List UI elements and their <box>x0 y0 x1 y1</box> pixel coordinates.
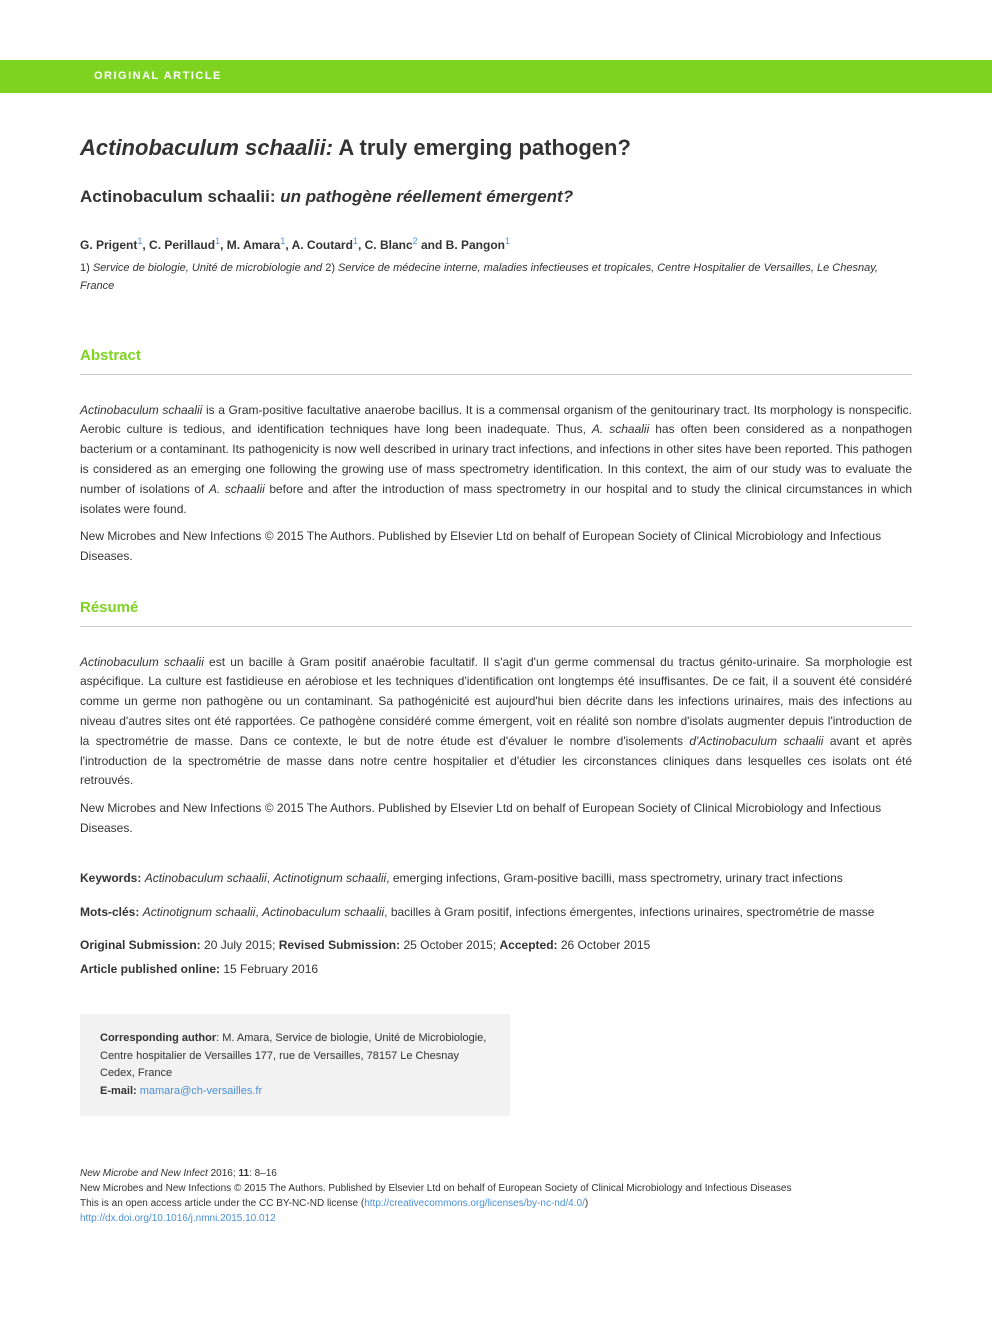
keywords-rest: , emerging infections, Gram-positive bac… <box>386 871 843 885</box>
corresponding-label: Corresponding author <box>100 1032 216 1044</box>
journal-name: New Microbe and New Infect <box>80 1168 208 1179</box>
rev-sub-label: Revised Submission: <box>279 938 404 952</box>
author: A. Coutard <box>292 238 353 252</box>
accepted-val: 26 October 2015 <box>561 938 650 952</box>
author: B. Pangon <box>446 238 505 252</box>
orig-sub-val: 20 July 2015; <box>204 938 279 952</box>
keywords-label: Keywords: <box>80 871 145 885</box>
author: G. Prigent <box>80 238 137 252</box>
author-list: G. Prigent1, C. Perillaud1, M. Amara1, A… <box>80 235 912 254</box>
orig-sub-label: Original Submission: <box>80 938 204 952</box>
affiliation-ref: 1 <box>215 236 220 246</box>
author: C. Perillaud <box>149 238 215 252</box>
affiliation-ref: 1 <box>505 236 510 246</box>
abstract-copyright: New Microbes and New Infections © 2015 T… <box>80 527 912 567</box>
published-online: Article published online: 15 February 20… <box>80 960 912 980</box>
motcle-species: Actinotignum schaalii <box>143 905 256 919</box>
accepted-label: Accepted: <box>500 938 561 952</box>
keyword-species: Actinobaculum schaalii <box>145 871 267 885</box>
author: M. Amara <box>227 238 281 252</box>
affil-num: 2) <box>325 262 338 274</box>
motscles-rest: , bacilles à Gram positif, infections ém… <box>384 905 874 919</box>
footer-volume: 11 <box>238 1168 249 1179</box>
motscles-label: Mots-clés: <box>80 905 143 919</box>
email-label: E-mail: <box>100 1085 140 1097</box>
footer-license-post: ) <box>585 1198 588 1209</box>
resume-heading: Résumé <box>80 597 912 627</box>
keywords-line: Keywords: Actinobaculum schaalii, Actino… <box>80 869 912 889</box>
pub-label: Article published online: <box>80 962 223 976</box>
species-name: A. schaalii <box>209 482 265 496</box>
footer-year: 2016; <box>208 1168 239 1179</box>
corresponding-email[interactable]: mamara@ch-versailles.fr <box>140 1085 262 1097</box>
rev-sub-val: 25 October 2015; <box>403 938 499 952</box>
author: C. Blanc <box>365 238 413 252</box>
submission-dates: Original Submission: 20 July 2015; Revis… <box>80 936 912 956</box>
abstract-heading: Abstract <box>80 345 912 375</box>
doi-link[interactable]: http://dx.doi.org/10.1016/j.nmni.2015.10… <box>80 1213 276 1224</box>
page-footer: New Microbe and New Infect 2016; 11: 8–1… <box>80 1166 912 1226</box>
article-subtitle: Actinobaculum schaalii: un pathogène rée… <box>80 184 912 210</box>
affiliations: 1) Service de biologie, Unité de microbi… <box>80 260 912 295</box>
article-type-banner: ORIGINAL ARTICLE <box>0 60 992 93</box>
affiliation-ref: 1 <box>353 236 358 246</box>
title-species: Actinobaculum schaalii: <box>80 135 333 160</box>
footer-license-pre: This is an open access article under the… <box>80 1198 364 1209</box>
affil-text: Service de biologie, Unité de microbiolo… <box>93 262 325 274</box>
keyword-species: Actinotignum schaalii <box>273 871 386 885</box>
species-name: Actinobaculum schaalii <box>80 655 204 669</box>
motscles-line: Mots-clés: Actinotignum schaalii, Actino… <box>80 903 912 923</box>
license-link[interactable]: http://creativecommons.org/licenses/by-n… <box>364 1198 585 1209</box>
footer-pages: : 8–16 <box>249 1168 277 1179</box>
subtitle-french: un pathogène réellement émergent? <box>276 187 574 206</box>
article-title: Actinobaculum schaalii: A truly emerging… <box>80 131 912 164</box>
subtitle-species: Actinobaculum schaalii: <box>80 187 276 206</box>
footer-copyright: New Microbes and New Infections © 2015 T… <box>80 1183 791 1194</box>
resume-body: Actinobaculum schaalii est un bacille à … <box>80 653 912 792</box>
species-name: d'Actinobaculum schaalii <box>689 734 823 748</box>
species-name: A. schaalii <box>592 422 649 436</box>
pub-val: 15 February 2016 <box>223 962 318 976</box>
affiliation-ref: 2 <box>413 236 418 246</box>
abstract-body: Actinobaculum schaalii is a Gram-positiv… <box>80 401 912 520</box>
affil-num: 1) <box>80 262 93 274</box>
resume-copyright: New Microbes and New Infections © 2015 T… <box>80 799 912 839</box>
affiliation-ref: 1 <box>137 236 142 246</box>
title-text: A truly emerging pathogen? <box>333 135 631 160</box>
corresponding-author-box: Corresponding author: M. Amara, Service … <box>80 1014 510 1116</box>
species-name: Actinobaculum schaalii <box>80 403 202 417</box>
motcle-species: Actinobaculum schaalii <box>262 905 384 919</box>
affiliation-ref: 1 <box>280 236 285 246</box>
